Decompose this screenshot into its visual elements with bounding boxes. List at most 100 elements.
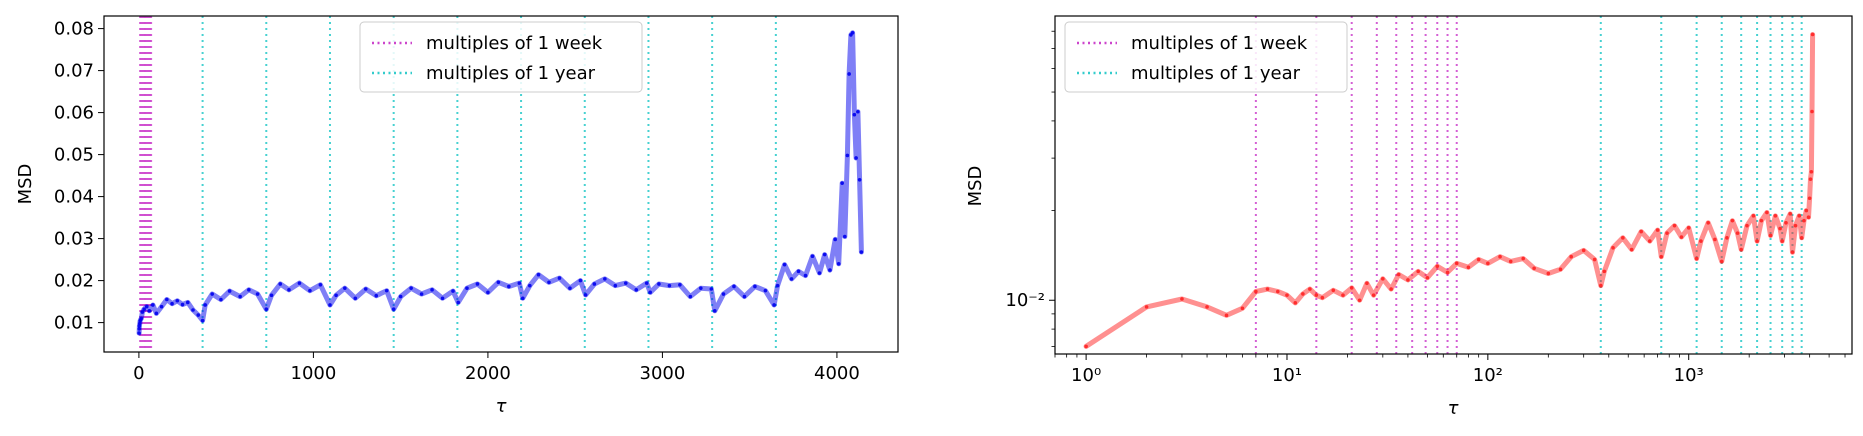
data-point	[603, 277, 607, 281]
right-ticks: 10⁰ 10¹ 10² 10³ 10⁻²	[1005, 30, 1846, 386]
y-tick-label-0: 0.01	[54, 313, 94, 334]
data-point	[1773, 214, 1778, 218]
data-point	[828, 268, 832, 272]
data-point	[1084, 344, 1088, 349]
data-point	[1804, 208, 1809, 213]
data-point	[1224, 313, 1229, 318]
x-tick-label-1: 1000	[291, 363, 337, 384]
data-point	[1730, 218, 1735, 223]
data-point	[210, 292, 214, 296]
data-point	[859, 250, 864, 254]
data-point	[856, 109, 860, 114]
data-point	[1569, 254, 1574, 259]
data-point	[1521, 256, 1526, 261]
data-point	[678, 283, 682, 287]
y-tick-label-6: 0.07	[54, 61, 94, 82]
data-point	[1331, 288, 1336, 293]
data-point	[1719, 259, 1724, 264]
data-point	[763, 288, 768, 293]
data-point	[1809, 169, 1814, 174]
data-point	[1790, 250, 1795, 254]
data-point	[1592, 257, 1597, 262]
data-point	[1810, 32, 1815, 37]
x-tick-label-4: 4000	[814, 363, 860, 384]
data-point	[1784, 220, 1788, 225]
left-legend-week-label: multiples of 1 week	[426, 33, 603, 54]
data-point	[1454, 261, 1459, 266]
data-point	[308, 288, 312, 293]
data-point	[398, 294, 403, 299]
data-point	[1699, 239, 1703, 243]
data-point	[850, 31, 855, 35]
data-point	[557, 276, 562, 280]
data-point	[688, 294, 693, 299]
data-point	[1486, 261, 1490, 266]
data-point	[144, 304, 149, 309]
data-point	[1739, 247, 1743, 252]
data-point	[287, 288, 291, 292]
data-point	[592, 282, 597, 286]
data-point	[721, 292, 726, 296]
data-point	[667, 283, 672, 288]
data-point	[1639, 229, 1643, 234]
data-point	[475, 282, 480, 286]
data-point	[496, 280, 501, 285]
data-point	[1745, 223, 1749, 228]
data-point	[451, 289, 455, 293]
data-point	[847, 72, 851, 76]
data-point	[159, 304, 164, 309]
data-point	[154, 311, 159, 316]
data-point	[391, 307, 396, 311]
data-point	[810, 254, 815, 259]
data-point	[137, 327, 142, 331]
right-ylabel: MSD	[965, 166, 986, 207]
left-xlabel: τ	[496, 396, 507, 417]
data-point	[1301, 292, 1305, 296]
data-point	[297, 281, 302, 285]
data-point	[1445, 270, 1450, 275]
data-point	[857, 178, 862, 182]
data-point	[1425, 275, 1430, 280]
data-point	[1793, 223, 1798, 228]
data-point	[732, 284, 736, 289]
data-point	[1466, 265, 1471, 270]
data-point	[568, 286, 572, 290]
data-point	[753, 284, 757, 289]
data-point	[185, 300, 190, 305]
x-tick-label-1: 10¹	[1272, 365, 1302, 386]
data-point	[822, 252, 827, 257]
data-point	[1406, 278, 1410, 282]
data-point	[1357, 298, 1362, 303]
data-point	[852, 112, 857, 117]
data-point	[278, 282, 283, 286]
data-point	[139, 316, 144, 321]
right-vlines	[1254, 16, 1803, 354]
data-point	[712, 309, 717, 313]
data-point	[1314, 293, 1319, 297]
data-point	[409, 286, 413, 290]
data-point	[789, 277, 794, 281]
data-point	[782, 262, 787, 267]
data-point	[1665, 231, 1669, 235]
data-point	[1508, 259, 1513, 264]
data-point	[334, 293, 338, 298]
data-point	[657, 282, 661, 286]
data-point	[140, 310, 145, 314]
x-tick-label-2: 10²	[1473, 365, 1503, 386]
data-point	[634, 288, 639, 292]
data-point	[796, 269, 801, 274]
data-point	[219, 297, 223, 302]
data-point	[419, 292, 424, 296]
data-point	[1706, 220, 1710, 225]
data-point	[547, 280, 551, 285]
data-point	[269, 293, 274, 298]
data-point	[363, 287, 368, 291]
data-point	[833, 237, 837, 242]
data-point	[840, 181, 844, 185]
data-point	[709, 287, 714, 291]
data-point	[353, 296, 358, 301]
data-point	[486, 290, 490, 295]
data-point	[1780, 239, 1784, 243]
data-point	[151, 303, 155, 307]
data-point	[1802, 218, 1806, 223]
